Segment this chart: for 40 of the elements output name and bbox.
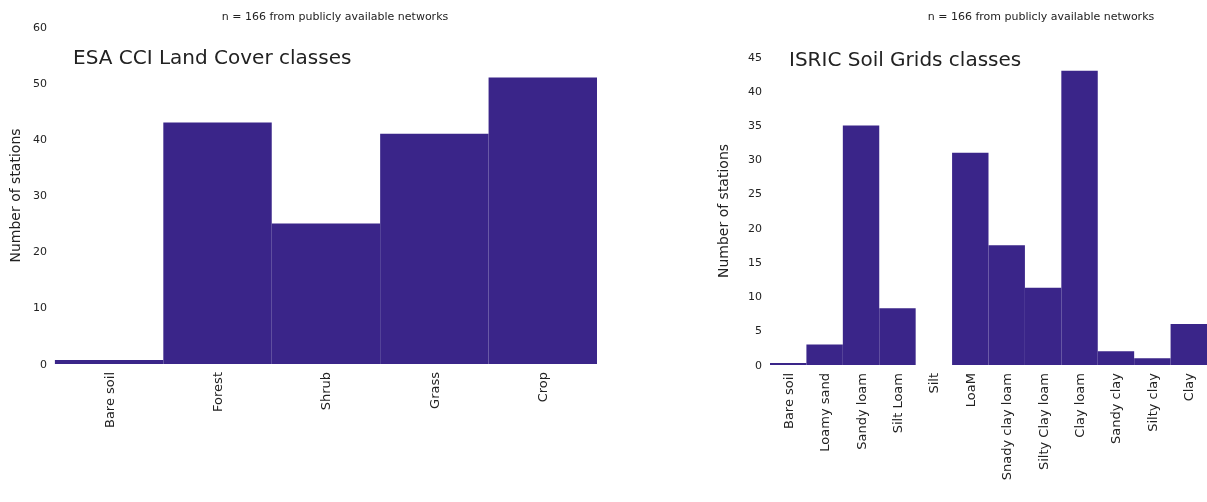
y-tick-label: 50 <box>32 76 47 90</box>
x-tick-label: Silt Loam <box>889 373 905 434</box>
y-tick-label: 25 <box>748 187 762 201</box>
y-tick-label: 5 <box>755 324 762 338</box>
text: ESA CCI Land Cover classes <box>73 45 352 69</box>
chart-subtitle: n = 166 from publicly available networks <box>927 10 1155 23</box>
chart-subtitle: n = 166 from publicly available networks <box>221 10 449 23</box>
x-tick-label: Clay loam <box>1072 373 1088 438</box>
y-tick-label: 10 <box>748 290 762 304</box>
y-axis-title: Number of stations <box>715 143 731 279</box>
x-tick-label: Sandy clay <box>1108 372 1124 444</box>
y-tick-label: 0 <box>39 357 47 371</box>
x-tick-label: LoaM <box>962 373 978 408</box>
x-tick-label: Crop <box>535 372 551 403</box>
y-tick-label: 20 <box>748 221 762 235</box>
y-tick-label: 45 <box>748 50 762 64</box>
x-tick-label: Silty Clay loam <box>1035 373 1051 471</box>
x-tick-label: Bare soil <box>780 373 796 430</box>
y-tick-label: 15 <box>748 255 762 269</box>
x-tick-label: Grass <box>426 371 442 409</box>
x-tick-label: Bare soil <box>101 372 117 429</box>
y-tick-label: 30 <box>32 189 47 202</box>
y-axis-title: Number of stations <box>7 128 23 263</box>
y-tick-label: 10 <box>32 301 47 315</box>
chart-title: ISRIC Soil Grids classes <box>789 47 1022 71</box>
y-tick-label: 40 <box>32 132 47 146</box>
y-tick-label: 40 <box>748 84 762 98</box>
x-tick-label: Sandy loam <box>853 373 869 450</box>
x-tick-label: Silt <box>926 373 942 394</box>
y-tick-label: 0 <box>755 358 762 372</box>
y-tick-label: 35 <box>748 118 762 132</box>
x-tick-label: Silty clay <box>1144 372 1160 432</box>
x-tick-label: Snady clay loam <box>999 373 1015 481</box>
x-tick-label: Forest <box>210 372 226 412</box>
y-tick-label: 20 <box>32 245 47 259</box>
y-tick-label: 30 <box>748 153 762 167</box>
x-tick-label: Clay <box>1181 372 1197 402</box>
y-tick-label: 60 <box>32 20 47 34</box>
x-tick-label: Shrub <box>318 372 334 411</box>
x-tick-label: Loamy sand <box>817 373 833 452</box>
